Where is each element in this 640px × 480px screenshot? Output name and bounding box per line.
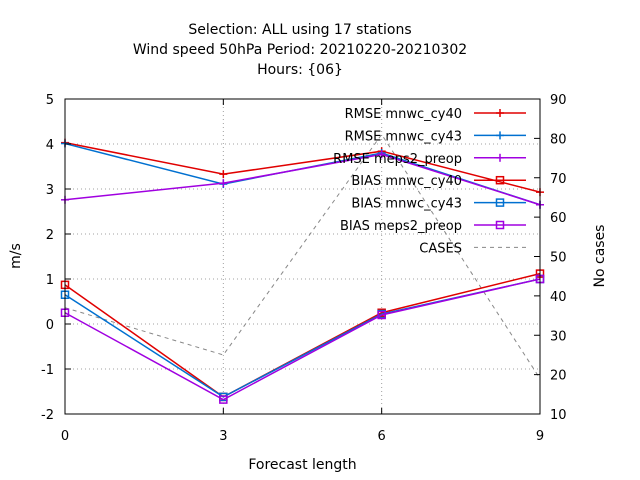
y2-tick-label: 10: [550, 408, 567, 423]
data-point: [377, 310, 386, 320]
legend-label: RMSE mnwc_cy43: [345, 129, 462, 144]
data-point: [219, 179, 228, 188]
y2-axis-label: No cases: [592, 225, 608, 288]
y2-tick-label: 20: [550, 369, 567, 384]
y-tick-label: 1: [46, 273, 54, 288]
y2-tick-label: 70: [550, 172, 567, 187]
y2-tick-label: 80: [550, 132, 567, 147]
y-tick-label: -2: [41, 408, 54, 423]
series-line: [64, 153, 541, 206]
chart-title: Selection: ALL using 17 stations Wind spe…: [133, 22, 467, 78]
data-point: [219, 170, 228, 179]
x-tick-label: 3: [219, 429, 227, 444]
legend-label: BIAS mnwc_cy40: [351, 174, 462, 189]
series-line: [64, 133, 541, 379]
y2-tick-label: 50: [550, 251, 567, 266]
legend-marker: [495, 198, 505, 207]
series-6: [64, 133, 541, 379]
x-tick-label: 0: [61, 429, 69, 444]
legend-label: RMSE mnwc_cy40: [345, 107, 462, 122]
legend-label: RMSE meps2_preop: [333, 152, 462, 167]
title-line: Selection: ALL using 17 stations: [188, 22, 411, 38]
y2-tick-label: 60: [550, 211, 567, 226]
data-point: [377, 150, 386, 159]
y2-tick-label: 90: [550, 93, 567, 108]
legend-label: CASES: [419, 241, 462, 256]
legend: RMSE mnwc_cy40 RMSE mnwc_cy43 RMSE meps2_p…: [333, 107, 526, 256]
title-line: Hours: {06}: [257, 62, 343, 78]
y2-tick-label: 30: [550, 329, 567, 344]
legend-marker: [496, 109, 504, 117]
y2-tick-label: 40: [550, 290, 567, 305]
plot-area: [60, 133, 545, 404]
y-axis-label: m/s: [8, 243, 24, 269]
title-line: Wind speed 50hPa Period: 20210220-202103…: [133, 42, 467, 58]
legend-marker: [496, 131, 504, 140]
y-tick-label: 0: [46, 318, 54, 333]
legend-label: BIAS mnwc_cy43: [351, 197, 462, 212]
y-tick-label: 4: [46, 138, 54, 153]
y-tick-label: 5: [46, 93, 54, 108]
x-axis-label: Forecast length: [248, 457, 356, 473]
legend-marker: [495, 175, 505, 185]
legend-marker: [496, 153, 504, 162]
y-tick-label: 2: [46, 228, 54, 243]
legend-marker: [495, 220, 505, 230]
series-line: [64, 278, 541, 401]
series-line: [64, 141, 541, 193]
x-tick-label: 9: [536, 429, 544, 444]
x-tick-label: 6: [378, 429, 386, 444]
y-tick-label: -1: [41, 363, 54, 378]
data-point: [219, 395, 228, 404]
y-tick-label: 3: [46, 183, 54, 198]
axes: -2 -1 0 1 2 3 4 5 10 20 30 40 50 60 70 80 90 0 3 6 9: [41, 93, 567, 444]
legend-label: BIAS meps2_preop: [340, 219, 462, 234]
